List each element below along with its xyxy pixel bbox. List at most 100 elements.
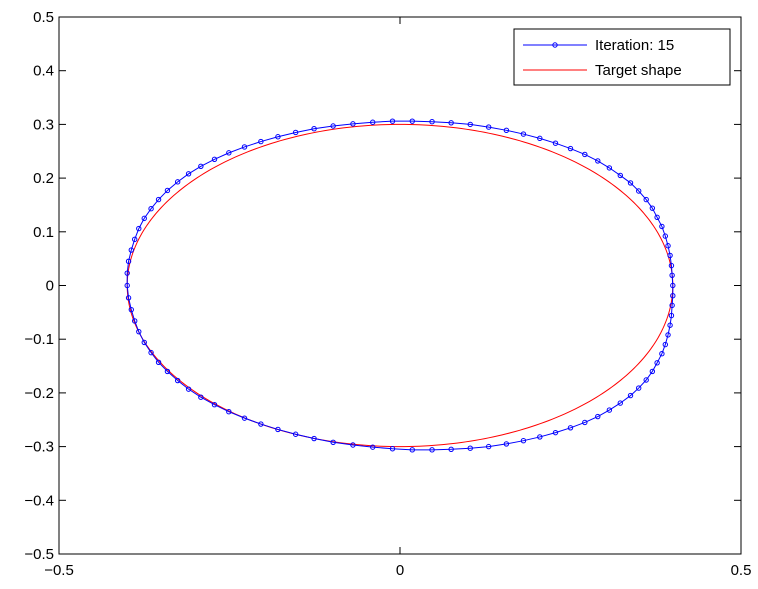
series-iteration-point	[124, 270, 130, 276]
series-iteration-point	[174, 377, 181, 384]
x-tick-label: −0.5	[44, 562, 74, 579]
series-iteration-point	[617, 400, 623, 406]
legend-box	[513, 28, 731, 86]
series-iteration-line	[126, 120, 674, 451]
series-iteration-point	[132, 236, 138, 243]
series-iteration-point	[668, 262, 675, 269]
series-iteration-point	[136, 225, 142, 232]
series-iteration-point	[136, 328, 142, 335]
legend-swatch-iteration-marker	[552, 42, 558, 48]
y-tick-label: −0.3	[24, 439, 54, 456]
series-iteration-point	[185, 386, 192, 392]
series-iteration-point	[662, 233, 668, 239]
series-iteration-point	[241, 144, 248, 150]
tick-marks	[58, 16, 742, 555]
y-tick-label: −0.5	[24, 546, 54, 563]
series-iteration-point	[275, 134, 281, 140]
series-iteration-point	[643, 196, 649, 203]
series-iteration-point	[582, 151, 588, 158]
series-iteration-point	[659, 351, 665, 357]
series-iteration-point	[370, 444, 376, 450]
series-iteration-point	[665, 243, 671, 249]
series-iteration-point	[668, 312, 675, 319]
series-iteration-point	[148, 206, 154, 212]
series-iteration-point	[258, 421, 264, 427]
series-iteration-point	[211, 156, 218, 163]
legend: Iteration: 15 Target shape	[513, 28, 731, 86]
series-iteration-point	[654, 360, 660, 366]
series-iteration-point	[155, 359, 162, 365]
series-iteration-point	[627, 392, 634, 399]
series-iteration-point	[292, 129, 299, 136]
series-iteration-point	[552, 140, 559, 146]
series-iteration-point	[537, 434, 543, 440]
series-iteration-point	[503, 441, 510, 447]
series-iteration-point	[659, 223, 665, 230]
y-tick-label: 0.2	[33, 170, 54, 187]
series-iteration-point	[125, 295, 132, 301]
series-iteration-point	[292, 431, 299, 437]
series-iteration-point	[654, 214, 660, 221]
series-iteration-point	[370, 119, 376, 125]
y-tick-label: 0.4	[33, 63, 54, 80]
series-iteration-point	[448, 446, 454, 452]
y-tick-label: 0	[46, 278, 54, 295]
series-iteration-point	[185, 171, 192, 177]
series-iteration-point	[409, 447, 415, 453]
series-iteration-point	[669, 302, 675, 309]
series-iteration-point	[467, 121, 473, 128]
series-iteration-point	[124, 282, 130, 289]
series-iteration-point	[141, 339, 147, 346]
series-iteration-point	[567, 425, 574, 431]
y-tick-label: 0.5	[33, 9, 54, 26]
series-iteration-point	[649, 205, 656, 211]
series-iteration-point	[141, 215, 147, 222]
series-iteration-point	[330, 439, 336, 445]
series-iteration-point	[275, 426, 281, 433]
series-iteration-point	[595, 413, 601, 420]
plot-marks	[124, 118, 676, 453]
series-iteration-point	[485, 124, 492, 130]
y-tick-label: 0.3	[33, 116, 54, 133]
series-iteration-point	[627, 180, 634, 186]
series-iteration-point	[226, 408, 232, 415]
series-iteration-point	[567, 145, 574, 152]
series-iteration-point	[485, 443, 492, 450]
series-iteration-point	[409, 118, 415, 124]
series-iteration-point	[211, 402, 218, 408]
series-iteration-point	[311, 126, 317, 132]
legend-label-iteration: Iteration: 15	[595, 37, 674, 54]
series-iteration-point	[662, 341, 668, 348]
y-tick-label: −0.1	[24, 331, 54, 348]
series-iteration-point	[330, 123, 336, 129]
series-iteration-point	[429, 447, 435, 453]
series-iteration-point	[582, 419, 588, 426]
series-iteration-point	[164, 187, 171, 194]
series-iteration-point	[389, 446, 396, 452]
series-iteration-point	[258, 138, 264, 145]
series-iteration-point	[670, 282, 676, 289]
series-iteration-point	[552, 429, 559, 436]
series-iteration-point	[636, 385, 642, 391]
series-iteration-point	[503, 127, 510, 134]
series-iteration-point	[606, 165, 613, 171]
series-iteration-point	[125, 258, 132, 265]
series-iteration-point	[669, 272, 675, 278]
x-tick-label: 0	[396, 562, 404, 579]
series-iteration-point	[198, 394, 204, 400]
tick-labels: −0.5 0 0.5 0.5 0.4 0.3 0.2 0.1 0 −0.1 −0.2 −0.3 −0.4…	[24, 9, 751, 579]
legend-label-target: Target shape	[595, 62, 682, 79]
series-iteration-point	[311, 435, 317, 442]
series-iteration-point	[148, 349, 154, 356]
series-iteration-point	[667, 252, 673, 259]
series-iteration-point	[595, 158, 601, 164]
y-tick-label: 0.1	[33, 224, 54, 241]
series-iteration-point	[226, 150, 232, 156]
series-iteration-point	[164, 368, 171, 375]
series-iteration-point	[649, 368, 656, 375]
series-iteration-point	[520, 437, 527, 444]
x-tick-label: 0.5	[731, 562, 752, 579]
